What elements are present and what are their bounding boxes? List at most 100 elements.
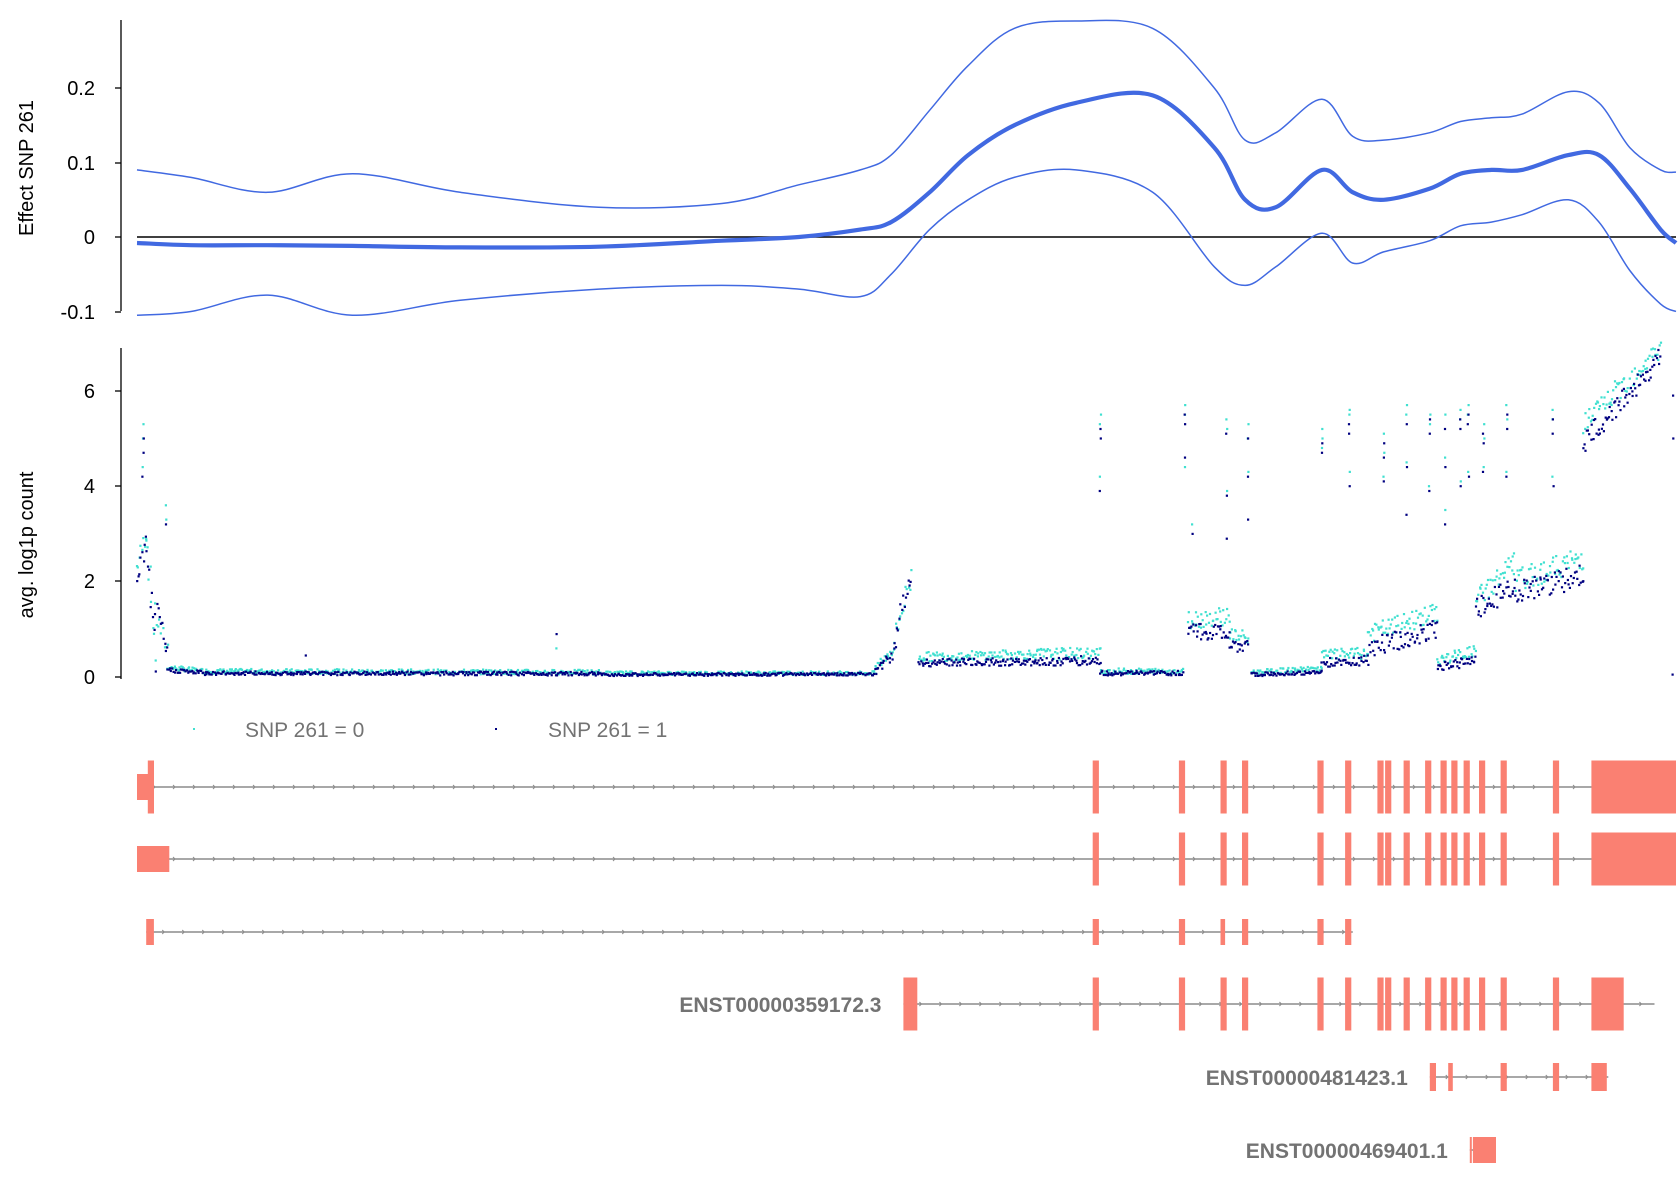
spike-point: [1483, 437, 1486, 440]
data-point: [184, 670, 187, 673]
strand-chevron: [372, 784, 376, 790]
data-point: [1610, 398, 1614, 401]
data-point: [1412, 622, 1415, 625]
data-point: [1220, 636, 1223, 639]
data-point: [536, 669, 539, 673]
data-point: [271, 669, 274, 672]
data-point: [776, 672, 779, 675]
data-point: [995, 659, 998, 662]
data-point: [946, 658, 949, 661]
data-point: [197, 671, 200, 674]
spike-point: [1382, 480, 1385, 483]
data-point: [1393, 616, 1396, 619]
data-point: [967, 658, 970, 661]
data-point: [826, 672, 829, 675]
data-point: [826, 670, 829, 673]
strand-chevron: [1152, 784, 1156, 790]
utr-block: [137, 846, 170, 872]
data-point: [1228, 646, 1231, 649]
data-point: [953, 661, 956, 664]
strand-chevron: [992, 784, 996, 790]
data-point: [466, 670, 470, 674]
strand-chevron: [979, 1001, 983, 1007]
data-point: [418, 671, 421, 674]
data-point: [478, 670, 482, 673]
data-point: [415, 671, 418, 674]
strand-chevron: [1299, 1001, 1303, 1007]
data-point: [1129, 669, 1133, 672]
strand-chevron: [301, 929, 305, 935]
data-point: [1293, 668, 1297, 671]
data-point: [1130, 670, 1133, 673]
data-point: [591, 673, 595, 676]
data-point: [1101, 671, 1104, 675]
data-point: [642, 671, 645, 674]
data-point: [583, 670, 586, 673]
data-point: [636, 673, 639, 676]
data-point: [580, 670, 583, 673]
data-point: [1019, 663, 1022, 666]
data-point: [847, 671, 850, 675]
strand-chevron: [1465, 1074, 1469, 1080]
data-point: [1324, 663, 1327, 666]
data-point: [617, 672, 620, 675]
strand-chevron: [441, 929, 445, 935]
spike-point: [1467, 470, 1470, 473]
data-point: [318, 669, 321, 673]
data-point: [777, 672, 780, 675]
data-point: [956, 656, 959, 659]
data-point: [728, 672, 731, 675]
data-point: [1141, 671, 1144, 674]
data-point: [1411, 610, 1414, 613]
data-point: [1080, 655, 1083, 658]
data-point: [366, 673, 369, 676]
data-point: [1114, 670, 1117, 673]
exon-block: [1317, 919, 1324, 945]
data-point: [481, 672, 485, 675]
data-point: [1496, 569, 1499, 572]
data-point: [894, 646, 898, 649]
spike-point: [1467, 475, 1471, 478]
data-point: [1476, 597, 1479, 600]
data-point: [1363, 654, 1366, 657]
data-point: [952, 655, 955, 658]
exon-block: [146, 919, 154, 945]
data-point: [1078, 649, 1081, 652]
data-point: [1479, 615, 1482, 618]
data-point: [1329, 656, 1332, 660]
exon-block: [1092, 760, 1099, 814]
data-point: [1483, 599, 1486, 602]
data-point: [1437, 664, 1440, 667]
data-point: [1322, 649, 1325, 653]
data-point: [188, 666, 191, 669]
data-point: [659, 674, 662, 677]
effect-y-axis-title: Effect SNP 261: [16, 100, 38, 236]
data-point: [1182, 671, 1185, 674]
data-point: [707, 673, 710, 676]
data-point: [1634, 387, 1637, 390]
spike-point: [1321, 427, 1324, 431]
spike-point: [1427, 485, 1431, 488]
data-point: [522, 671, 525, 674]
strand-chevron: [841, 929, 845, 935]
data-point: [493, 672, 496, 675]
spike-point: [555, 647, 558, 650]
data-point: [1146, 668, 1149, 671]
data-point: [980, 664, 984, 667]
data-point: [1345, 652, 1348, 656]
data-point: [1077, 657, 1080, 660]
data-point: [328, 672, 331, 675]
data-point: [1593, 406, 1596, 409]
data-point: [507, 668, 510, 671]
data-point: [1097, 653, 1100, 656]
data-point: [1084, 659, 1087, 662]
spike-point: [1383, 442, 1386, 445]
strand-chevron: [392, 784, 396, 790]
data-point: [227, 670, 230, 673]
data-point: [377, 673, 380, 676]
data-point: [1254, 674, 1257, 677]
data-point: [1210, 624, 1213, 627]
data-point: [1410, 632, 1413, 635]
data-point: [1451, 655, 1455, 658]
data-point: [1367, 663, 1370, 666]
